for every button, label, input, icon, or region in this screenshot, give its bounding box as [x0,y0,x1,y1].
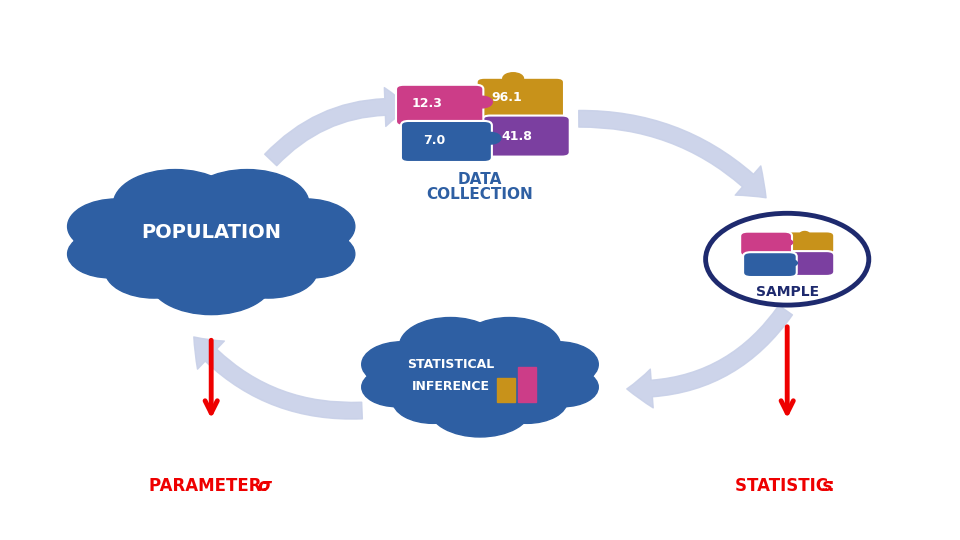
Bar [518,367,536,402]
Text: σ: σ [257,477,271,495]
Circle shape [429,380,531,437]
FancyArrowPatch shape [194,337,362,419]
Circle shape [787,260,798,266]
Text: s: s [822,477,833,495]
FancyBboxPatch shape [483,116,570,157]
Text: 7.0: 7.0 [422,134,445,147]
Bar [497,378,515,402]
Circle shape [74,200,211,277]
Circle shape [211,200,348,277]
Text: INFERENCE: INFERENCE [412,380,491,393]
Circle shape [270,230,355,278]
FancyBboxPatch shape [782,231,834,254]
Text: STATISTICAL: STATISTICAL [408,358,494,371]
FancyArrowPatch shape [265,87,410,166]
Circle shape [800,232,809,237]
Circle shape [487,378,567,423]
Text: 12.3: 12.3 [412,97,443,110]
FancyBboxPatch shape [740,232,792,256]
Circle shape [399,318,501,375]
Circle shape [781,262,792,268]
Circle shape [185,170,309,239]
FancyBboxPatch shape [401,121,492,162]
Circle shape [67,230,153,278]
Circle shape [459,318,561,375]
Circle shape [480,342,593,406]
Circle shape [393,378,473,423]
Circle shape [67,199,165,254]
Text: 96.1: 96.1 [492,91,522,104]
Circle shape [471,96,492,108]
Circle shape [528,367,598,407]
FancyBboxPatch shape [396,85,484,126]
Circle shape [706,213,869,305]
Circle shape [367,342,480,406]
Text: STATISTIC:: STATISTIC: [734,477,840,495]
Circle shape [362,367,432,407]
Circle shape [257,199,355,254]
Text: 41.8: 41.8 [501,130,532,143]
FancyArrowPatch shape [627,305,792,408]
Circle shape [113,170,237,239]
FancyBboxPatch shape [743,252,797,277]
Circle shape [362,342,443,387]
Circle shape [473,133,494,145]
Circle shape [219,243,317,298]
Text: COLLECTION: COLLECTION [426,187,534,202]
Circle shape [503,73,523,84]
Bar [540,383,557,402]
Circle shape [113,188,309,298]
Circle shape [149,245,274,315]
Text: DATA: DATA [458,172,502,187]
Circle shape [480,132,501,144]
Circle shape [517,342,598,387]
Text: PARAMETER:: PARAMETER: [149,477,274,495]
Circle shape [782,240,793,245]
FancyArrowPatch shape [579,111,766,198]
Text: POPULATION: POPULATION [141,222,281,242]
FancyBboxPatch shape [782,251,834,276]
Circle shape [399,333,561,423]
FancyBboxPatch shape [477,78,564,119]
Text: SAMPLE: SAMPLE [756,285,819,299]
Circle shape [106,243,204,298]
